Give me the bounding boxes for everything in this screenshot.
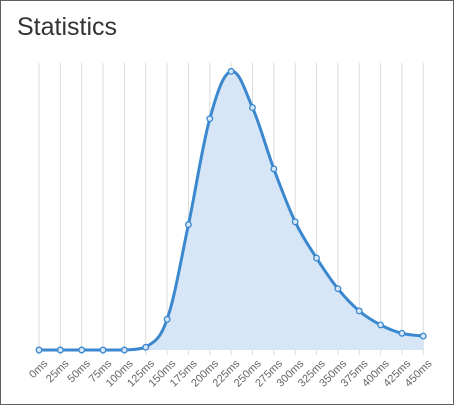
data-point-2 (78, 346, 86, 354)
data-point-1 (56, 346, 64, 354)
data-point-14 (334, 285, 342, 293)
data-point-11 (270, 165, 278, 173)
x-tick-labels: 0ms25ms50ms75ms100ms125ms150ms175ms200ms… (27, 357, 435, 389)
data-point-4 (120, 346, 128, 354)
x-tick-label-2: 50ms (65, 357, 93, 385)
data-point-7 (184, 221, 192, 229)
data-point-18 (419, 332, 427, 340)
data-point-12 (291, 218, 299, 226)
data-point-17 (398, 329, 406, 337)
data-points (35, 67, 427, 354)
data-point-6 (163, 315, 171, 323)
data-point-9 (227, 67, 235, 75)
data-point-3 (99, 346, 107, 354)
data-point-16 (377, 321, 385, 329)
x-tick-label-1: 25ms (44, 357, 72, 385)
panel-title: Statistics (17, 13, 118, 41)
data-point-8 (206, 115, 214, 123)
data-point-13 (313, 254, 320, 262)
data-point-0 (35, 346, 43, 354)
data-point-5 (142, 343, 150, 351)
data-point-10 (249, 104, 256, 112)
data-point-15 (355, 307, 363, 315)
area-fill (39, 71, 424, 351)
